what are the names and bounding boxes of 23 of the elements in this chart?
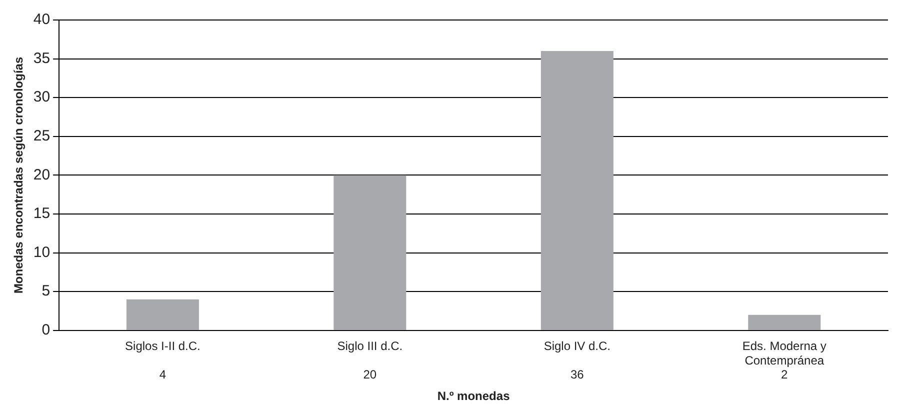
- data-label: 2: [781, 368, 788, 382]
- y-axis-title: Monedas encontradas según cronologías: [12, 56, 26, 294]
- x-tick-label: Siglo IV d.C.: [544, 338, 611, 353]
- data-label: 4: [159, 368, 166, 382]
- y-tick-label: 30: [33, 88, 50, 106]
- y-tick-label: 0: [42, 322, 50, 339]
- x-axis-title: N.º monedas: [437, 389, 510, 404]
- y-tick-label: 15: [33, 205, 50, 222]
- y-tick-label: 5: [42, 282, 50, 300]
- y-tick-label: 35: [33, 50, 50, 67]
- bar: [334, 175, 406, 330]
- data-label: 20: [363, 368, 377, 382]
- bar: [126, 299, 199, 330]
- x-tick-label: Siglos I-II d.C.: [125, 338, 200, 353]
- y-tick-label: 25: [33, 128, 50, 145]
- bar: [540, 51, 614, 330]
- y-tick-label: 40: [33, 11, 50, 28]
- y-tick-label: 10: [33, 244, 50, 261]
- x-tick-label: Eds. Moderna y Contempránea: [742, 338, 826, 368]
- y-tick-label: 20: [33, 166, 50, 184]
- x-tick-label: Siglo III d.C.: [337, 338, 403, 353]
- data-label: 36: [570, 368, 584, 382]
- bar: [748, 314, 821, 330]
